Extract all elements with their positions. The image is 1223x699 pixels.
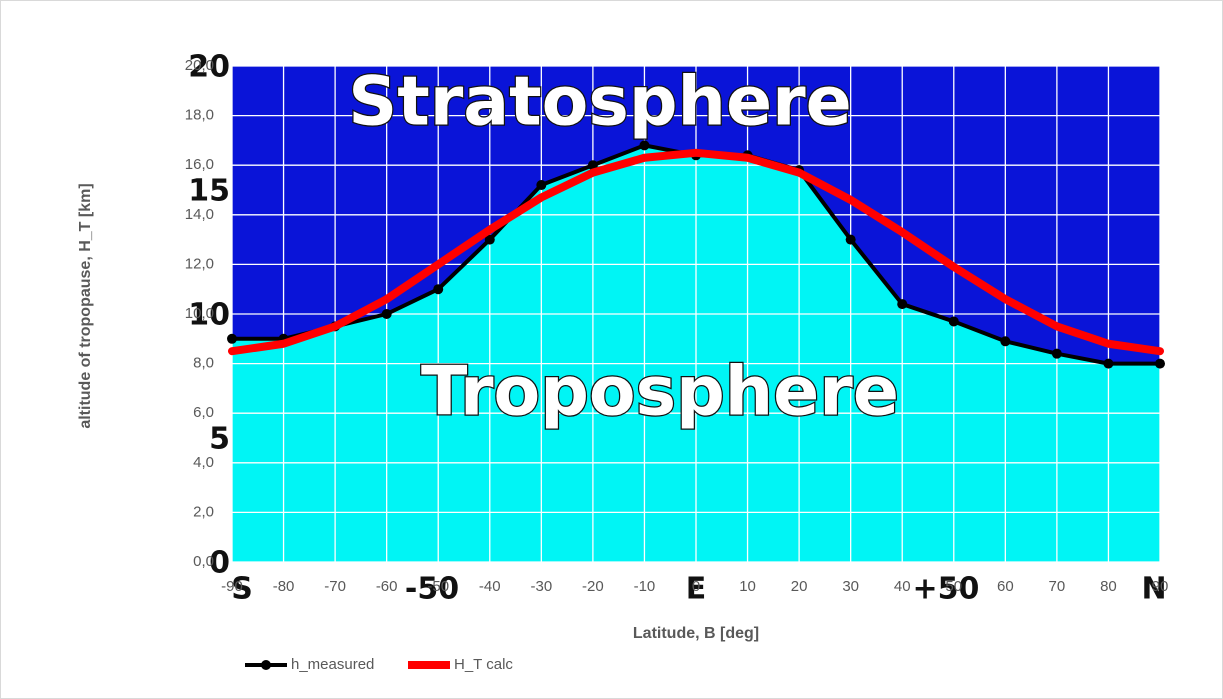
image-y-mark: 0 — [209, 546, 230, 581]
y-tick-label: 18,0 — [185, 107, 214, 124]
image-y-mark: 5 — [209, 422, 230, 457]
y-tick-label: 14,0 — [185, 206, 214, 223]
y-tick-label: 0,0 — [193, 553, 214, 570]
x-tick-label: 50 — [945, 578, 962, 595]
y-tick-label: 20,0 — [185, 57, 214, 74]
y-tick-label: 10,0 — [185, 305, 214, 322]
x-tick-label: 20 — [791, 578, 808, 595]
marker — [227, 333, 237, 344]
image-x-mark: E — [686, 572, 707, 607]
x-tick-label: -20 — [582, 578, 604, 595]
image-y-mark: 10 — [188, 298, 230, 333]
x-tick-label: 90 — [1152, 578, 1169, 595]
legend-label: H_T calc — [454, 656, 513, 673]
x-axis-label: Latitude, B [deg] — [633, 625, 759, 642]
marker — [1155, 358, 1165, 369]
legend-marker — [261, 660, 271, 670]
marker — [484, 234, 495, 245]
region-label: Stratosphere — [348, 63, 851, 142]
marker — [897, 299, 908, 310]
marker — [1051, 348, 1062, 359]
x-tick-label: -50 — [427, 578, 449, 595]
marker — [1000, 336, 1011, 347]
marker — [381, 309, 392, 319]
x-tick-label: 10 — [739, 578, 756, 595]
marker — [948, 316, 959, 327]
marker — [536, 180, 547, 191]
x-tick-label: 0 — [692, 578, 700, 595]
y-tick-label: 16,0 — [185, 156, 214, 173]
x-tick-label: -60 — [376, 578, 398, 595]
series-line — [228, 148, 1164, 356]
image-y-mark: 15 — [188, 174, 230, 209]
image-x-mark: -50 — [405, 572, 459, 607]
y-tick-label: 2,0 — [193, 503, 214, 520]
y-tick-label: 4,0 — [193, 454, 214, 471]
x-tick-label: -30 — [530, 578, 552, 595]
marker — [845, 234, 856, 245]
x-tick-label: 60 — [997, 578, 1014, 595]
image-x-mark: N — [1141, 572, 1166, 607]
image-x-mark: S — [231, 572, 253, 607]
x-tick-label: -10 — [634, 578, 656, 595]
x-tick-label: -40 — [479, 578, 501, 595]
x-tick-label: 40 — [894, 578, 911, 595]
image-x-mark: +50 — [913, 572, 980, 607]
marker — [639, 140, 650, 151]
region-label: Troposphere — [421, 353, 899, 432]
marker — [433, 284, 444, 295]
x-tick-label: -90 — [221, 578, 243, 595]
y-tick-label: 8,0 — [193, 355, 214, 372]
marker — [587, 160, 598, 171]
x-tick-label: -70 — [324, 578, 346, 595]
x-tick-label: 70 — [1049, 578, 1066, 595]
x-tick-label: -80 — [273, 578, 295, 595]
y-axis-label: altitude of tropopause, H_T [km] — [77, 183, 94, 428]
x-tick-label: 80 — [1100, 578, 1117, 595]
legend-label: h_measured — [291, 656, 374, 673]
image-y-mark: 20 — [188, 50, 230, 85]
x-tick-label: 30 — [842, 578, 859, 595]
y-tick-label: 12,0 — [185, 255, 214, 272]
marker — [1103, 358, 1114, 369]
y-tick-label: 6,0 — [193, 404, 214, 421]
